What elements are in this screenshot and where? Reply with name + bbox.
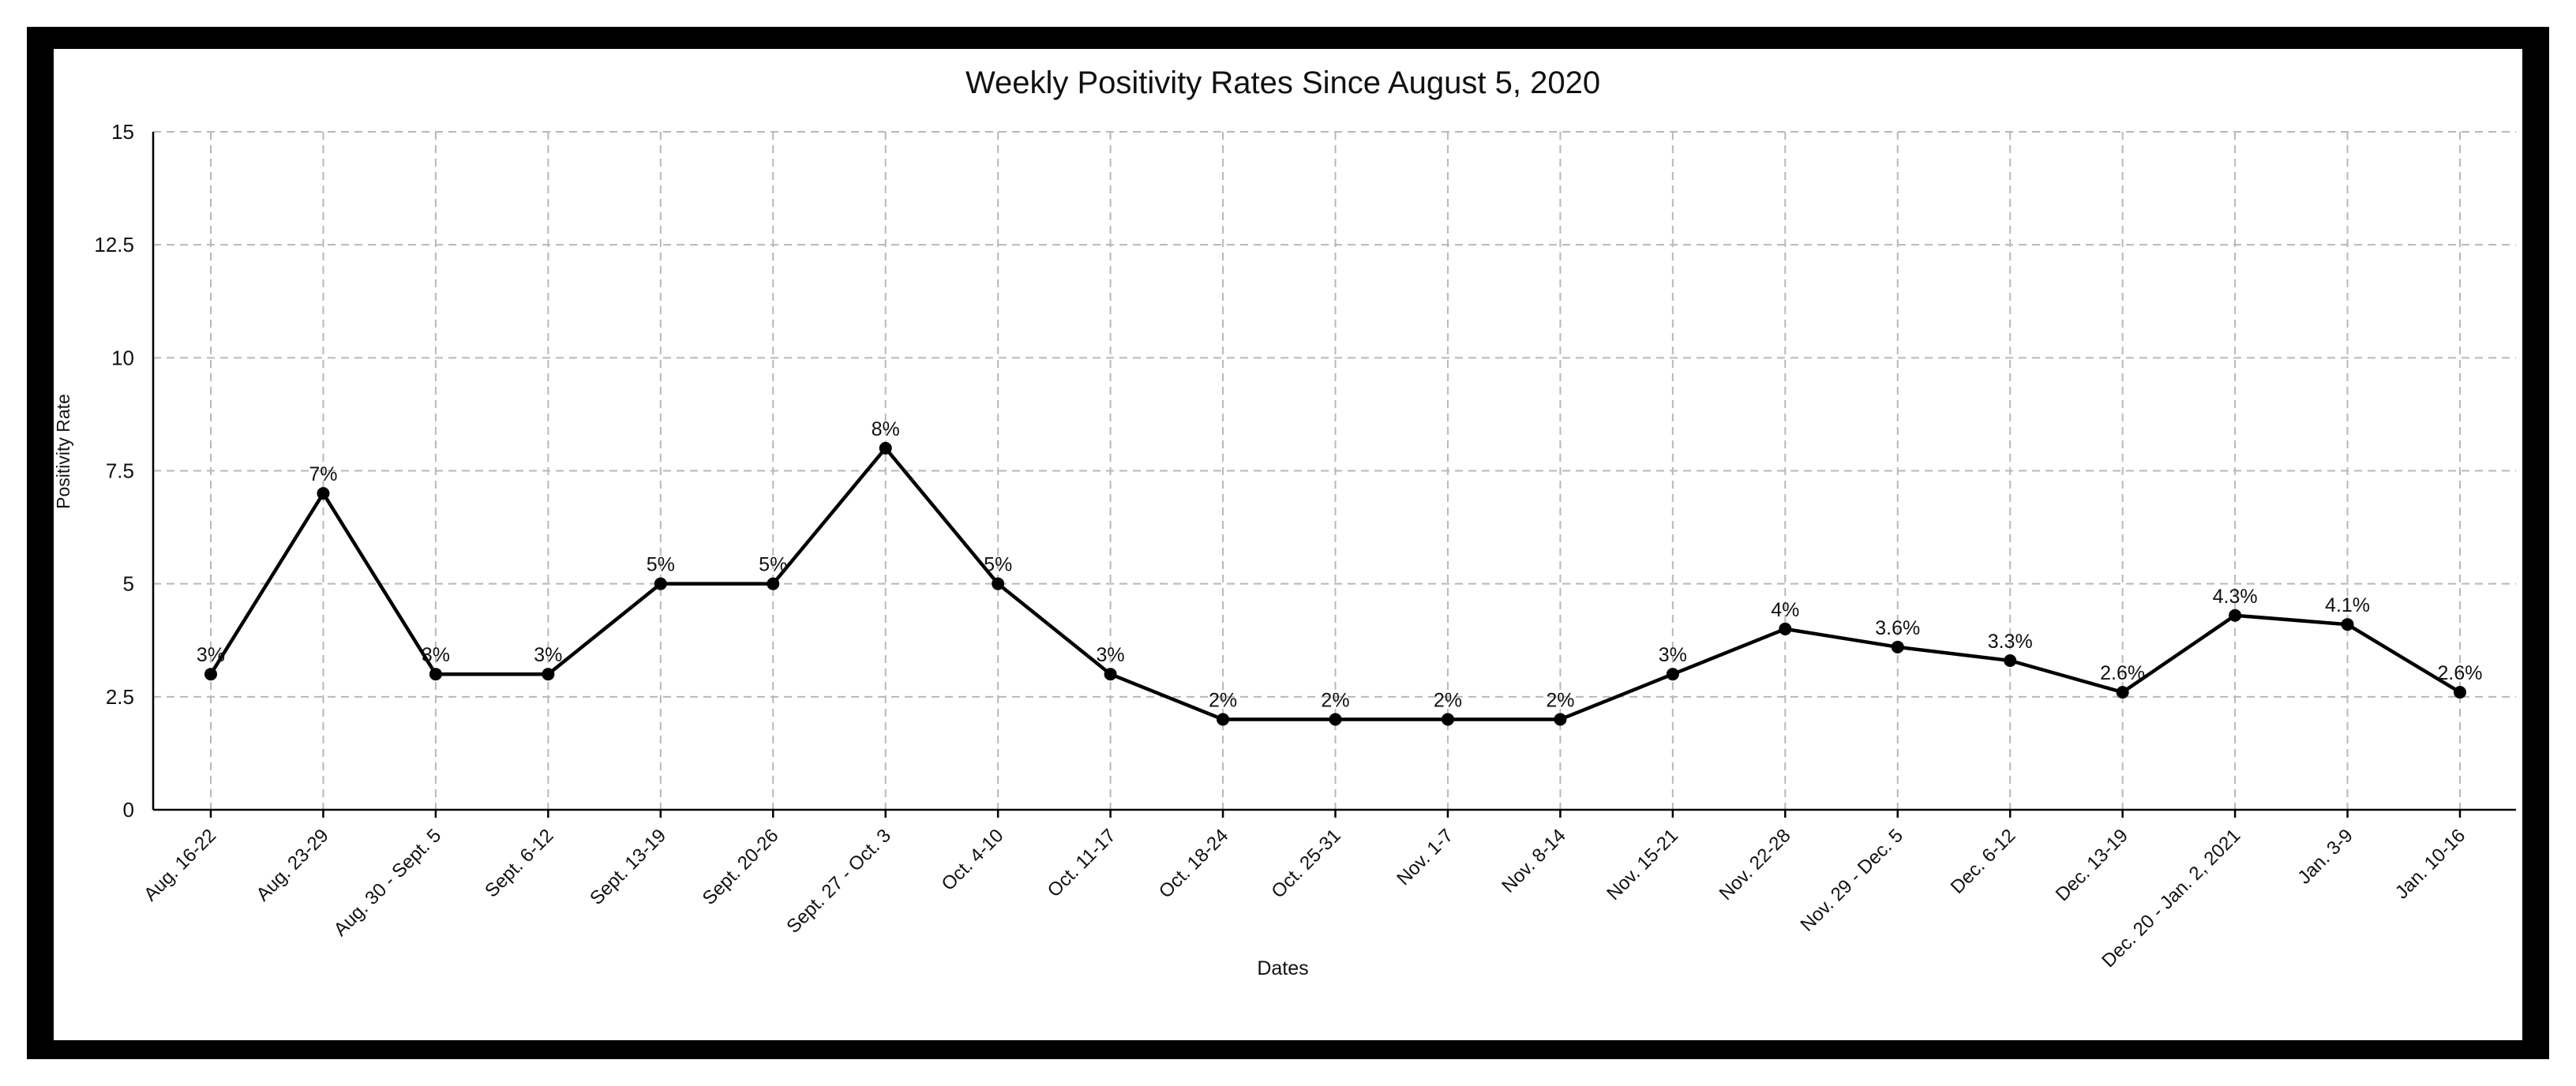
data-point [1554, 713, 1567, 726]
data-point [542, 668, 555, 681]
y-tick-label: 15 [111, 120, 134, 144]
y-axis-label: Positivity Rate [54, 394, 73, 509]
data-label: 4.3% [2213, 586, 2258, 608]
data-label: 3% [534, 644, 562, 666]
chart-title: Weekly Positivity Rates Since August 5, … [966, 66, 1600, 100]
data-label: 2% [1209, 689, 1237, 711]
y-tick-label: 2.5 [106, 685, 134, 709]
data-point [1441, 713, 1454, 726]
data-point [1891, 640, 1904, 653]
data-label: 4.1% [2325, 594, 2370, 616]
plot-background [54, 49, 2522, 1040]
y-tick-label: 5 [123, 572, 134, 596]
data-label: 5% [647, 554, 675, 576]
data-point [1104, 668, 1117, 681]
data-point [317, 487, 330, 500]
data-point [654, 577, 667, 590]
data-label: 2.6% [2100, 662, 2145, 684]
y-tick-labels: 0 2.5 5 7.5 10 12.5 15 [94, 120, 134, 822]
data-label: 5% [759, 554, 787, 576]
line-chart: Weekly Positivity Rates Since August 5, … [54, 49, 2522, 1040]
axes [152, 132, 2516, 818]
y-tick-label: 7.5 [106, 459, 134, 483]
x-axis-label: Dates [1257, 957, 1308, 979]
data-point [1666, 668, 1679, 681]
y-tick-label: 12.5 [94, 233, 134, 257]
y-tick-label: 10 [111, 346, 134, 369]
data-point [2116, 686, 2129, 699]
data-label: 2% [1321, 689, 1349, 711]
data-point [1217, 713, 1230, 726]
data-label: 3% [1659, 644, 1687, 666]
data-point [2341, 618, 2354, 631]
data-label: 3% [422, 644, 450, 666]
data-label: 3% [197, 644, 225, 666]
data-point [2454, 686, 2466, 699]
data-point [1779, 622, 1792, 635]
data-label: 2.6% [2438, 662, 2483, 684]
data-point [2004, 654, 2017, 668]
data-labels: 3% 7% 3% 3% 5% 5% 8% 5% 3% 2% 2% 2% 2% 3% 4% 3.6% 3.3% 2.… [197, 418, 2483, 712]
data-label: 2% [1546, 689, 1574, 711]
data-label: 5% [984, 554, 1012, 576]
data-label: 3.6% [1875, 617, 1920, 639]
data-point [992, 577, 1005, 590]
data-point [767, 577, 780, 590]
data-points [204, 441, 2466, 726]
data-label: 3.3% [1988, 631, 2033, 653]
data-label: 7% [309, 463, 337, 485]
y-tick-label: 0 [123, 798, 134, 822]
data-point [429, 668, 442, 681]
data-point [1329, 713, 1342, 726]
data-label: 3% [1097, 644, 1125, 666]
data-point [2229, 609, 2242, 622]
data-label: 4% [1771, 599, 1799, 621]
data-label: 2% [1434, 689, 1462, 711]
data-point [879, 441, 892, 455]
grid [153, 131, 2516, 810]
data-label: 8% [872, 418, 900, 440]
data-point [204, 668, 217, 681]
